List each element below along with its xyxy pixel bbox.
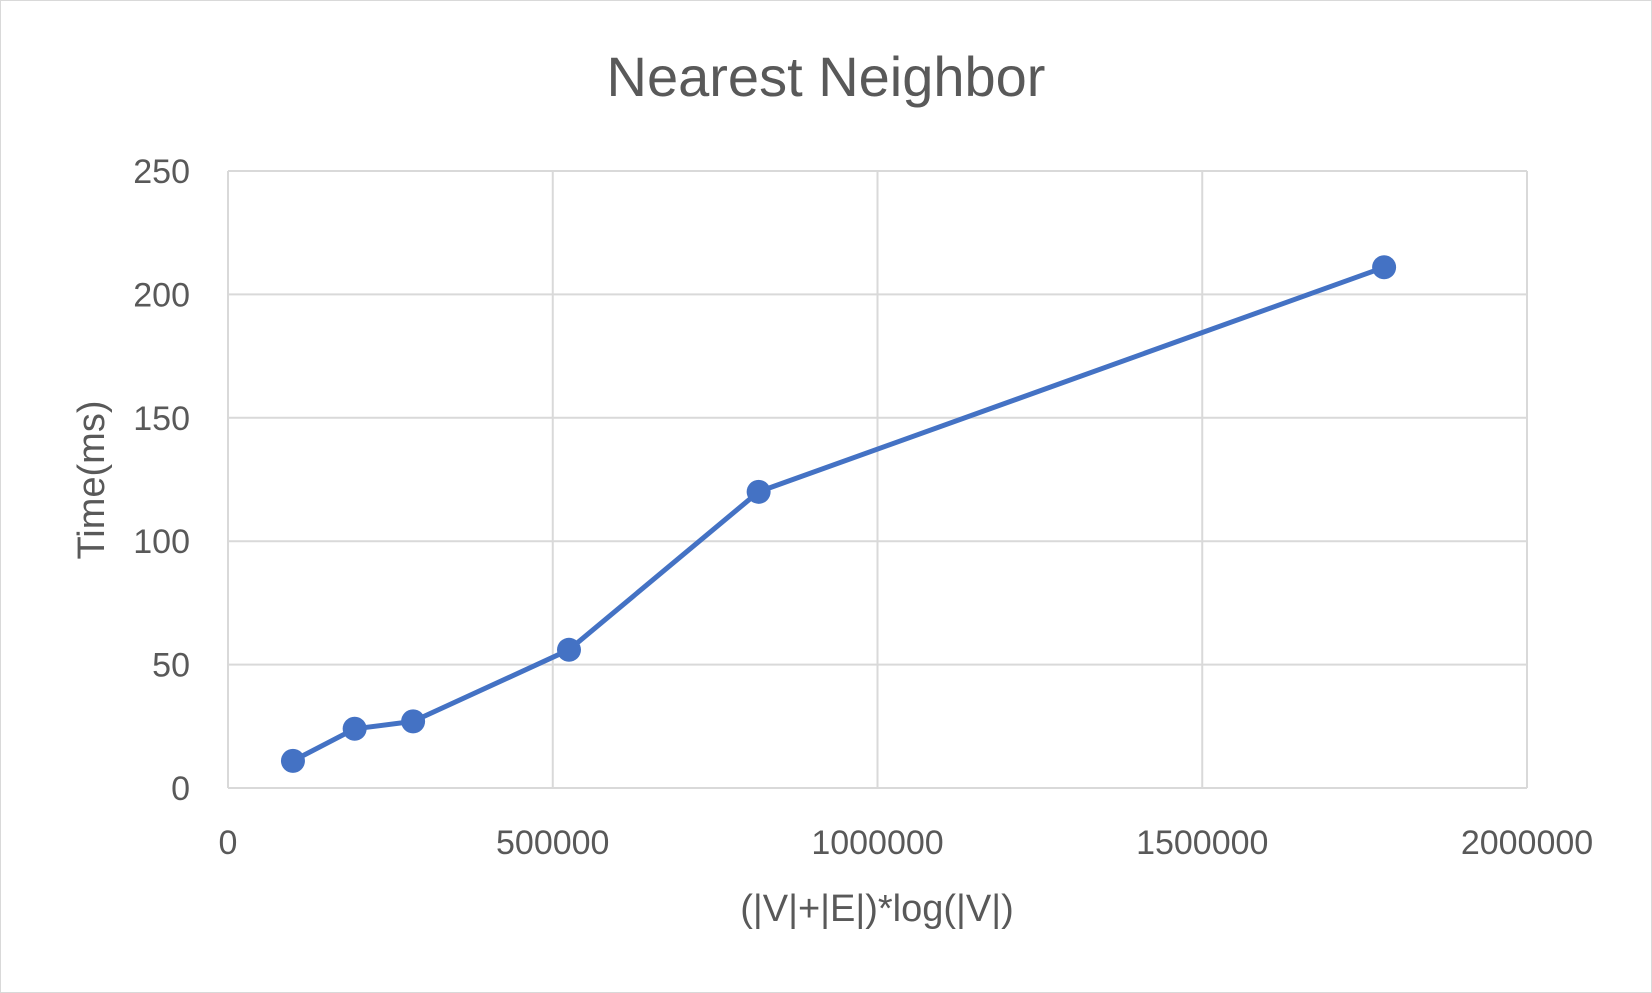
y-axis-title: Time(ms): [71, 401, 113, 560]
data-point: [342, 716, 367, 741]
gridlines: [227, 170, 1528, 789]
x-tick-label: 2000000: [1461, 824, 1593, 862]
y-axis-ticks: 0 50 100 150 200 250: [133, 153, 190, 808]
data-point: [556, 637, 581, 662]
x-tick-label: 0: [219, 824, 238, 862]
x-tick-label: 500000: [496, 824, 609, 862]
data-point: [1372, 255, 1397, 280]
y-tick-label: 250: [133, 153, 190, 191]
x-tick-label: 1000000: [811, 824, 943, 862]
data-point: [280, 748, 305, 773]
series-nearest-neighbor: [280, 255, 1397, 773]
y-tick-label: 200: [133, 276, 190, 314]
x-tick-label: 1500000: [1136, 824, 1268, 862]
x-axis-ticks: 0 500000 1000000 1500000 2000000: [219, 824, 1594, 862]
data-point: [746, 479, 771, 504]
y-tick-label: 50: [152, 647, 190, 685]
x-axis-title: (|V|+|E|)*log(|V|): [740, 888, 1014, 930]
y-tick-label: 150: [133, 400, 190, 438]
data-point: [401, 709, 426, 734]
chart-title: Nearest Neighbor: [607, 45, 1046, 108]
series-line: [290, 264, 1387, 764]
y-tick-label: 100: [133, 523, 190, 561]
y-tick-label: 0: [171, 770, 190, 808]
